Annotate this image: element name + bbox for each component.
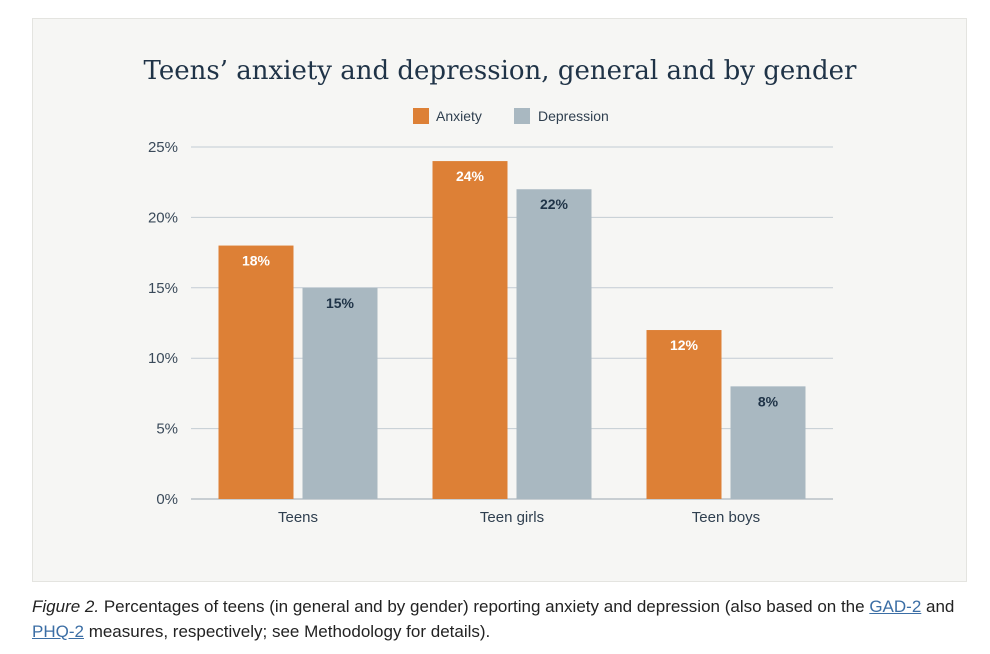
bar-depression-teens <box>302 287 378 499</box>
caption-text-1: Percentages of teens (in general and by … <box>99 597 870 616</box>
bar-chart: Teens’ anxiety and depression, general a… <box>144 56 858 526</box>
data-label: 24% <box>456 168 485 184</box>
bar-anxiety-teen-boys <box>646 330 722 499</box>
y-tick-label: 0% <box>156 491 178 508</box>
data-labels: 18% 15% 24% 22% 12% 8% <box>242 168 779 409</box>
y-tick-label: 10% <box>148 350 178 367</box>
legend-swatch-anxiety <box>413 108 429 124</box>
bar-anxiety-teens <box>218 245 294 499</box>
data-label: 22% <box>540 196 569 212</box>
data-label: 18% <box>242 253 271 269</box>
legend-label-anxiety: Anxiety <box>436 108 482 124</box>
gad-2-link[interactable]: GAD-2 <box>869 597 922 616</box>
bar-depression-teen-girls <box>516 189 592 500</box>
phq-2-link[interactable]: PHQ-2 <box>32 622 84 641</box>
bar-depression-teen-boys <box>730 386 806 499</box>
data-label: 15% <box>326 295 355 311</box>
caption-text-2: and <box>921 597 955 616</box>
bar-anxiety-teen-girls <box>432 161 508 499</box>
x-axis-categories: Teens Teen girls Teen boys <box>278 509 760 526</box>
legend-label-depression: Depression <box>538 108 609 124</box>
gridlines <box>191 146 833 500</box>
bars <box>218 161 806 500</box>
figure-caption: Figure 2. Percentages of teens (in gener… <box>32 594 972 644</box>
y-axis-ticks: 0% 5% 10% 15% 20% 25% <box>148 139 178 508</box>
y-tick-label: 20% <box>148 209 178 226</box>
legend: Anxiety Depression <box>413 108 609 124</box>
data-label: 8% <box>758 393 779 409</box>
data-label: 12% <box>670 337 699 353</box>
y-tick-label: 25% <box>148 139 178 156</box>
figure-label: Figure 2. <box>32 597 100 616</box>
x-category-label: Teen girls <box>480 509 544 526</box>
chart-title: Teens’ anxiety and depression, general a… <box>144 56 858 86</box>
y-tick-label: 5% <box>156 421 178 438</box>
y-tick-label: 15% <box>148 280 178 297</box>
x-category-label: Teen boys <box>692 509 760 526</box>
chart-panel: Teens’ anxiety and depression, general a… <box>32 18 967 582</box>
x-category-label: Teens <box>278 509 318 526</box>
caption-text-3: measures, respectively; see Methodology … <box>83 622 491 641</box>
legend-swatch-depression <box>514 108 530 124</box>
